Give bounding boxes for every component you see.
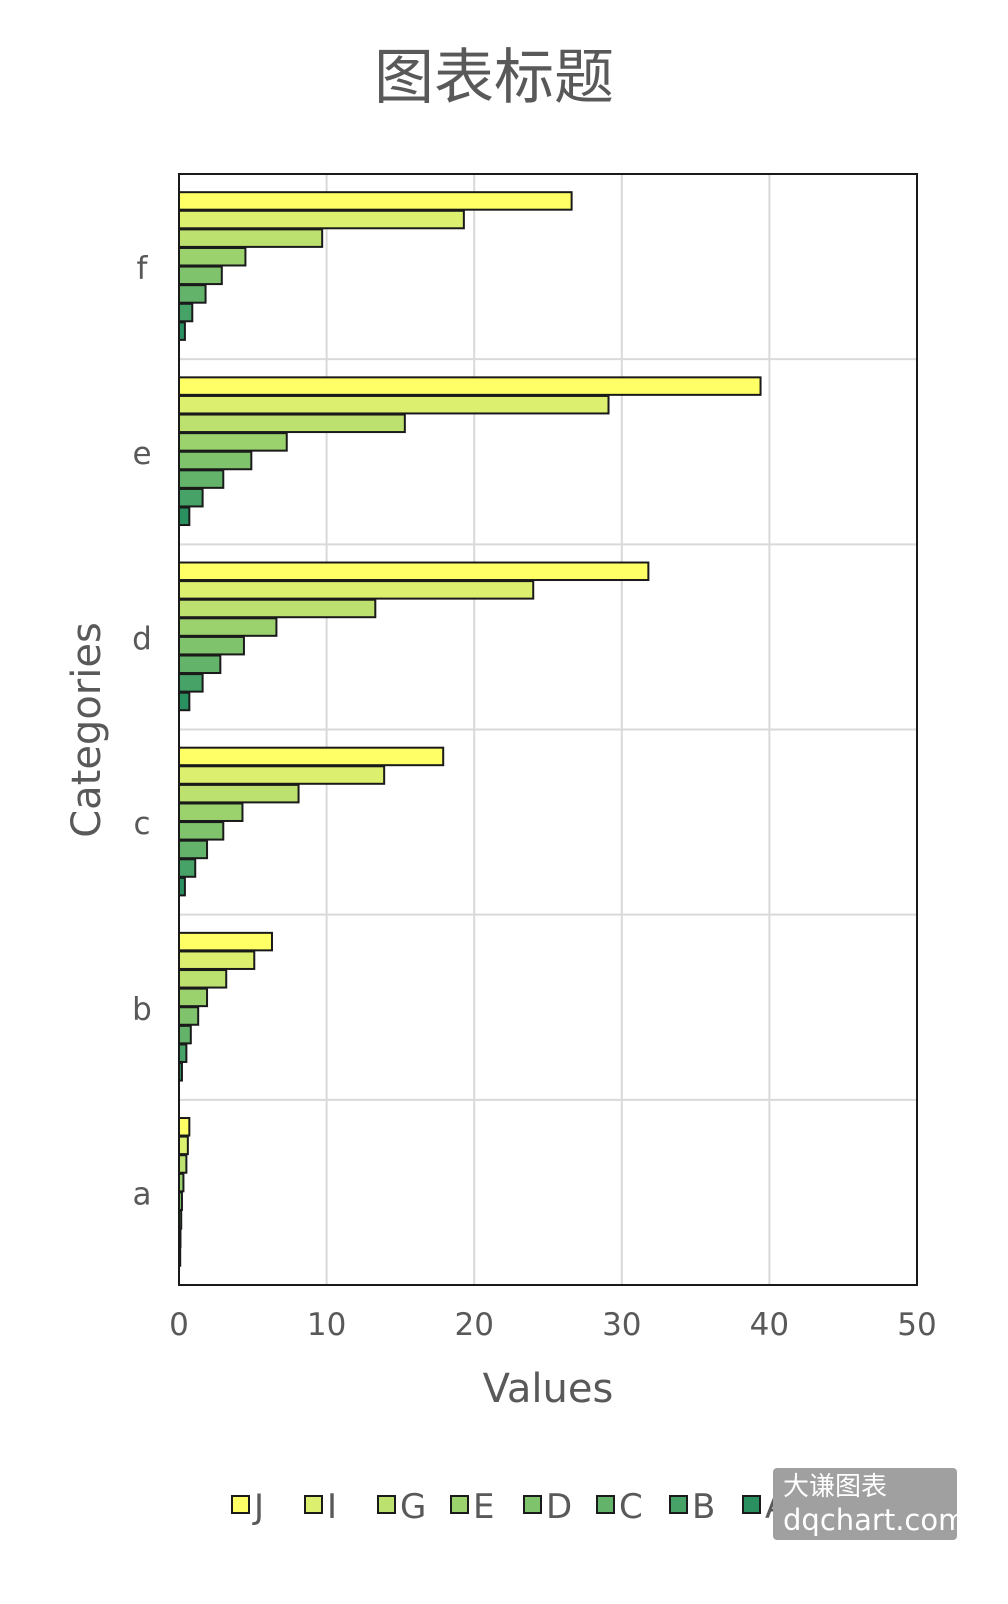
bar (178, 691, 191, 712)
legend-swatch (523, 1495, 542, 1514)
y-tick-label: c (133, 806, 150, 842)
bar (178, 1154, 188, 1174)
bar (178, 450, 253, 471)
legend-swatch (450, 1495, 469, 1514)
bar (178, 209, 465, 230)
bar (178, 413, 406, 434)
bar (178, 765, 386, 785)
legend-label: G (400, 1487, 426, 1527)
bar (178, 394, 610, 415)
bar (178, 580, 535, 600)
legend-swatch (669, 1495, 688, 1514)
legend-swatch (304, 1495, 323, 1514)
bar (178, 1135, 189, 1156)
plot-area-border (178, 173, 918, 1286)
x-tick-label: 10 (307, 1307, 346, 1343)
legend-label: C (619, 1487, 643, 1527)
legend-label: B (692, 1487, 715, 1527)
y-tick-label: d (132, 621, 152, 657)
bar (178, 617, 278, 637)
bar (178, 635, 245, 656)
bar (178, 821, 225, 841)
x-axis-title: Values (483, 1366, 614, 1412)
y-axis-title: Categories (64, 622, 110, 838)
x-tick-label: 50 (897, 1307, 936, 1343)
bar (178, 1117, 191, 1137)
bar (178, 839, 209, 860)
watermark-badge: 大谦图表 dqchart.com (773, 1468, 966, 1540)
bar (178, 469, 225, 489)
bar (178, 1024, 192, 1045)
y-tick-label: b (132, 991, 152, 1027)
bar (178, 746, 445, 767)
bar (178, 376, 762, 396)
y-tick-labels: a b c d e f (132, 251, 152, 1213)
bar (178, 950, 256, 970)
grid-lines (179, 174, 917, 1285)
y-tick-label: f (137, 251, 149, 287)
x-tick-label: 30 (602, 1307, 641, 1343)
x-tick-label: 20 (454, 1307, 493, 1343)
bar (178, 598, 377, 619)
bar (178, 969, 228, 989)
bar (178, 858, 197, 878)
bar (178, 265, 223, 286)
watermark-url: dqchart.com (783, 1503, 967, 1537)
legend-label: E (473, 1487, 494, 1527)
x-tick-label: 0 (169, 1307, 189, 1343)
legend: JIGEDCBA (231, 1487, 788, 1527)
bar (178, 654, 222, 675)
watermark-brand: 大谦图表 (783, 1472, 888, 1502)
bar (178, 931, 273, 952)
x-tick-label: 40 (750, 1307, 789, 1343)
bar (178, 284, 207, 304)
bars (178, 191, 762, 1267)
chart-title: 图表标题 (374, 43, 614, 113)
bar (178, 1006, 200, 1026)
bar (178, 246, 247, 267)
bar (178, 561, 650, 582)
bar (178, 987, 209, 1008)
y-tick-label: a (133, 1176, 152, 1212)
bar (178, 783, 300, 804)
bar (178, 191, 573, 211)
bar (178, 487, 204, 508)
legend-swatch (596, 1495, 615, 1514)
bar (178, 506, 191, 527)
y-tick-label: e (132, 436, 151, 472)
bar (178, 673, 204, 693)
bar (178, 228, 324, 248)
bar (178, 432, 288, 452)
legend-swatch (377, 1495, 396, 1514)
legend-label: D (546, 1487, 572, 1527)
legend-swatch (742, 1495, 761, 1514)
bar (178, 802, 244, 822)
legend-label: I (327, 1487, 337, 1527)
legend-swatch (231, 1495, 250, 1514)
bar (178, 302, 194, 323)
bar (178, 1043, 188, 1063)
x-tick-labels: 0 10 20 30 40 50 (169, 1307, 937, 1343)
legend-label: J (252, 1487, 264, 1527)
